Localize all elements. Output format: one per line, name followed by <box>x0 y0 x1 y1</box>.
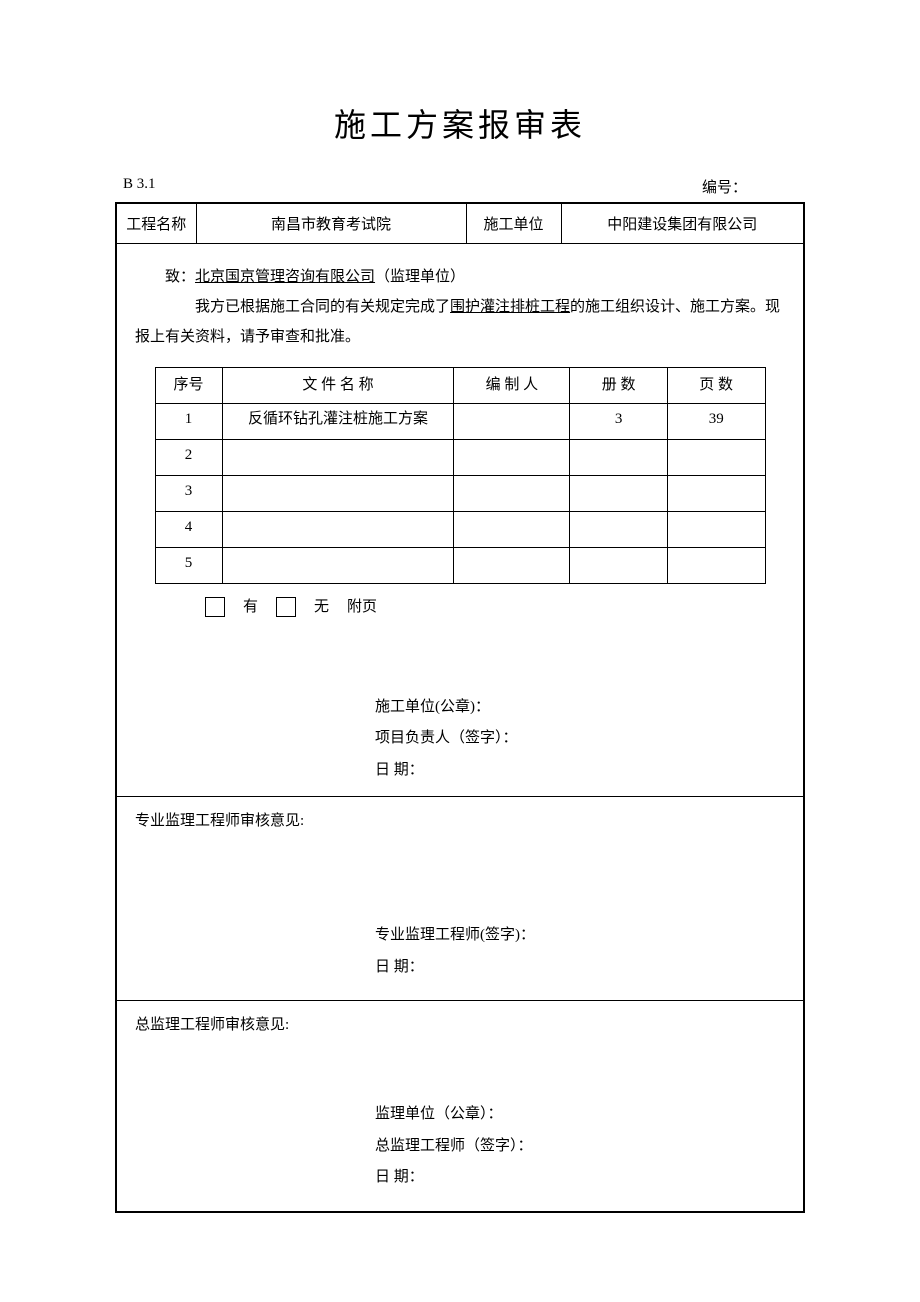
sig-date: 日 期： <box>375 755 545 787</box>
main-form-table: 工程名称 南昌市教育考试院 施工单位 中阳建设集团有限公司 致：北京国京管理咨询… <box>115 202 805 1213</box>
cell-author <box>454 403 570 439</box>
unit-name: 中阳建设集团有限公司 <box>561 203 804 243</box>
table-row: 5 <box>155 547 765 583</box>
col-count-header: 册 数 <box>570 367 668 403</box>
col-author-header: 编 制 人 <box>454 367 570 403</box>
section2-body: 专业监理工程师审核意见: 专业监理工程师(签字)： 日 期： <box>117 797 803 1000</box>
cell-seq: 2 <box>155 439 222 475</box>
section3-cell: 总监理工程师审核意见: 监理单位（公章）： 总监理工程师（签字）： 日 期： <box>116 1001 804 1212</box>
section3-heading: 总监理工程师审核意见: <box>135 1013 785 1034</box>
project-label: 工程名称 <box>116 203 196 243</box>
unit-label: 施工单位 <box>466 203 561 243</box>
cell-seq: 1 <box>155 403 222 439</box>
info-row: 工程名称 南昌市教育考试院 施工单位 中阳建设集团有限公司 <box>116 203 804 243</box>
sig-date: 日 期： <box>375 952 545 984</box>
sig-date: 日 期： <box>375 1162 545 1194</box>
checkbox-none-icon[interactable] <box>276 597 296 617</box>
attachment-label: 附页 <box>347 592 377 622</box>
cell-seq: 4 <box>155 511 222 547</box>
serial-label: 编号： <box>702 176 747 197</box>
cell-count <box>570 511 668 547</box>
sig-construction-unit: 施工单位(公章)： <box>375 692 545 724</box>
section2-signature-block: 专业监理工程师(签字)： 日 期： <box>135 920 785 983</box>
section3-signature-block: 监理单位（公章）： 总监理工程师（签字）： 日 期： <box>135 1099 785 1194</box>
section2-heading: 专业监理工程师审核意见: <box>135 809 785 830</box>
sig-chief-engineer: 总监理工程师（签字）： <box>375 1131 545 1163</box>
cell-pages <box>667 547 765 583</box>
cell-count <box>570 439 668 475</box>
section1-signature-block: 施工单位(公章)： 项目负责人（签字）： 日 期： <box>135 692 785 787</box>
cell-pages <box>667 439 765 475</box>
section2-cell: 专业监理工程师审核意见: 专业监理工程师(签字)： 日 期： <box>116 797 804 1001</box>
checkbox-none-label: 无 <box>314 592 329 622</box>
cell-seq: 5 <box>155 547 222 583</box>
table-row: 3 <box>155 475 765 511</box>
cell-author <box>454 547 570 583</box>
section1-cell: 致：北京国京管理咨询有限公司（监理单位） 我方已根据施工合同的有关规定完成了围护… <box>116 243 804 797</box>
cell-filename <box>222 475 454 511</box>
body-prefix: 我方已根据施工合同的有关规定完成了 <box>195 299 450 315</box>
inner-header-row: 序号 文 件 名 称 编 制 人 册 数 页 数 <box>155 367 765 403</box>
to-line: 致：北京国京管理咨询有限公司（监理单位） <box>135 262 785 292</box>
checkbox-has-label: 有 <box>243 592 258 622</box>
section1-body: 致：北京国京管理咨询有限公司（监理单位） 我方已根据施工合同的有关规定完成了围护… <box>117 244 803 797</box>
file-list-table: 序号 文 件 名 称 编 制 人 册 数 页 数 1 反循环钻孔灌注桩施工方案 … <box>155 367 766 584</box>
sig-project-leader: 项目负责人（签字）： <box>375 723 545 755</box>
sig-supervisor-engineer: 专业监理工程师(签字)： <box>375 920 545 952</box>
checkbox-row: 有 无 附页 <box>205 592 785 622</box>
cell-filename <box>222 547 454 583</box>
table-row: 4 <box>155 511 765 547</box>
cell-count: 3 <box>570 403 668 439</box>
header-row: B 3.1 编号： <box>115 176 805 197</box>
cell-pages: 39 <box>667 403 765 439</box>
cell-author <box>454 475 570 511</box>
cell-pages <box>667 475 765 511</box>
section3-body: 总监理工程师审核意见: 监理单位（公章）： 总监理工程师（签字）： 日 期： <box>117 1001 803 1211</box>
cell-filename <box>222 511 454 547</box>
col-pages-header: 页 数 <box>667 367 765 403</box>
checkbox-has-icon[interactable] <box>205 597 225 617</box>
cell-author <box>454 511 570 547</box>
col-seq-header: 序号 <box>155 367 222 403</box>
body-text: 我方已根据施工合同的有关规定完成了围护灌注排桩工程的施工组织设计、施工方案。现报… <box>135 292 785 352</box>
table-row: 1 反循环钻孔灌注桩施工方案 3 39 <box>155 403 765 439</box>
cell-count <box>570 547 668 583</box>
cell-count <box>570 475 668 511</box>
cell-seq: 3 <box>155 475 222 511</box>
table-row: 2 <box>155 439 765 475</box>
form-number: B 3.1 <box>123 176 156 197</box>
cell-pages <box>667 511 765 547</box>
to-suffix: （监理单位） <box>375 269 465 285</box>
document-title: 施工方案报审表 <box>115 100 805 146</box>
sig-supervision-unit: 监理单位（公章）： <box>375 1099 545 1131</box>
cell-filename <box>222 439 454 475</box>
to-company: 北京国京管理咨询有限公司 <box>195 269 375 285</box>
cell-filename: 反循环钻孔灌注桩施工方案 <box>222 403 454 439</box>
col-filename-header: 文 件 名 称 <box>222 367 454 403</box>
body-underline: 围护灌注排桩工程 <box>450 299 570 315</box>
cell-author <box>454 439 570 475</box>
to-prefix: 致： <box>165 269 195 285</box>
project-name: 南昌市教育考试院 <box>196 203 466 243</box>
